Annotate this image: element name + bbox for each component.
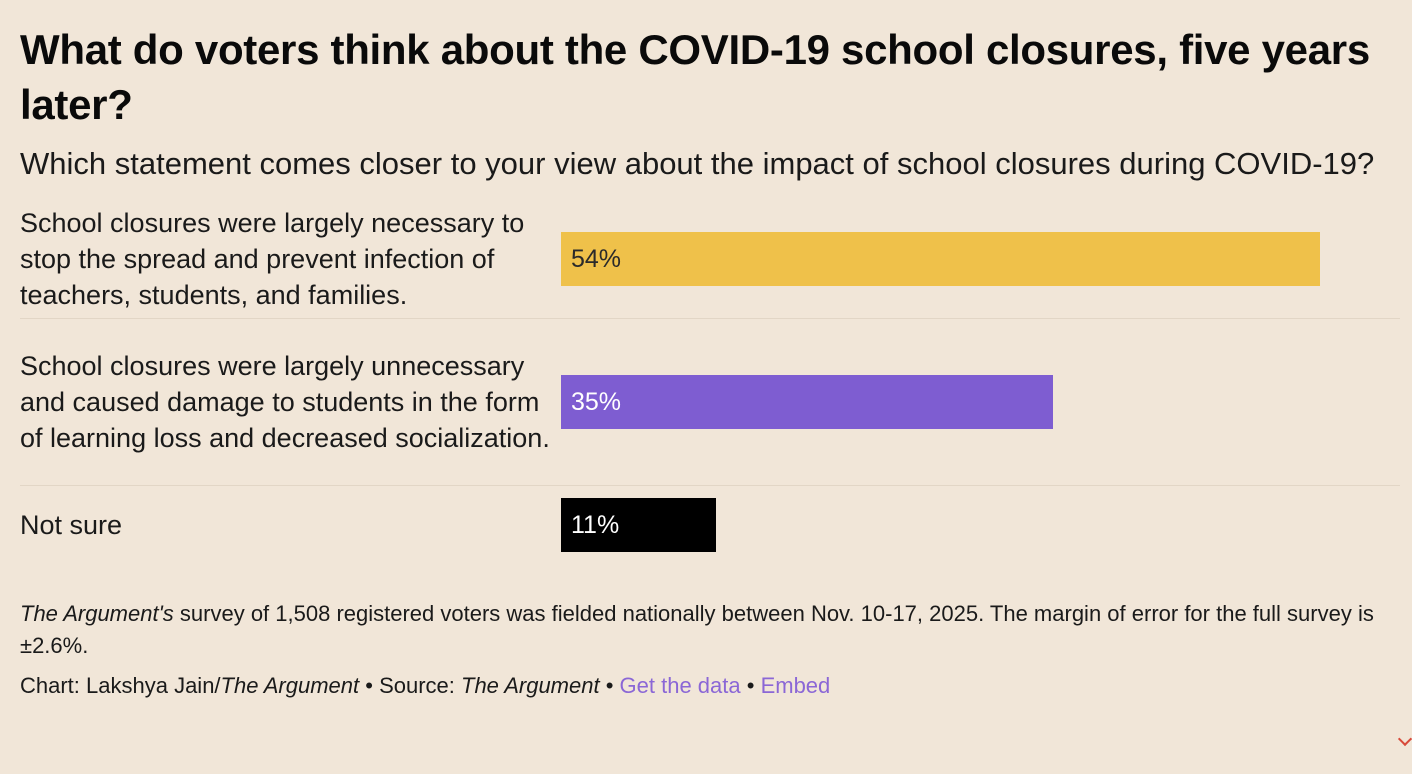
bar-row: Not sure 11% bbox=[20, 486, 1400, 564]
chart-subtitle: Which statement comes closer to your vie… bbox=[20, 146, 1375, 181]
chart-credit: Chart: Lakshya Jain/ bbox=[20, 673, 221, 698]
separator: • bbox=[740, 673, 761, 698]
bar-value-label: 35% bbox=[571, 388, 622, 416]
bar: 35% bbox=[561, 375, 1053, 429]
category-label: Not sure bbox=[20, 510, 123, 540]
bar-row: School closures were largely unnecessary… bbox=[20, 319, 1400, 486]
separator: • bbox=[599, 673, 620, 698]
chart-outlet: The Argument bbox=[220, 673, 360, 698]
category-label: School closures were largely unnecessary… bbox=[20, 351, 550, 453]
embed-link[interactable]: Embed bbox=[760, 673, 831, 698]
bar-value-label: 11% bbox=[571, 511, 620, 539]
chart-title: What do voters think about the COVID-19 … bbox=[20, 26, 1370, 128]
bar: 11% bbox=[561, 498, 716, 552]
chart-page: What do voters think about the COVID-19 … bbox=[20, 22, 1400, 702]
get-the-data-link[interactable]: Get the data bbox=[619, 673, 741, 698]
bar-value-label: 54% bbox=[571, 245, 622, 273]
source-outlet: The Argument bbox=[461, 673, 600, 698]
bar-row: School closures were largely necessary t… bbox=[20, 200, 1400, 319]
corner-resize-icon bbox=[1397, 731, 1412, 747]
category-label: School closures were largely necessary t… bbox=[20, 208, 525, 310]
bar-track: 11% bbox=[561, 486, 1400, 564]
source-separator: • Source: bbox=[359, 673, 461, 698]
bar: 54% bbox=[561, 232, 1320, 286]
bar-rows: School closures were largely necessary t… bbox=[20, 200, 1400, 564]
bar-track: 35% bbox=[561, 319, 1400, 485]
survey-name: The Argument's bbox=[20, 601, 174, 626]
bar-track: 54% bbox=[561, 200, 1400, 318]
credits-line: Chart: Lakshya Jain/The Argument • Sourc… bbox=[20, 670, 1400, 702]
survey-text: survey of 1,508 registered voters was fi… bbox=[20, 601, 1374, 658]
survey-note: The Argument's survey of 1,508 registere… bbox=[20, 598, 1400, 662]
